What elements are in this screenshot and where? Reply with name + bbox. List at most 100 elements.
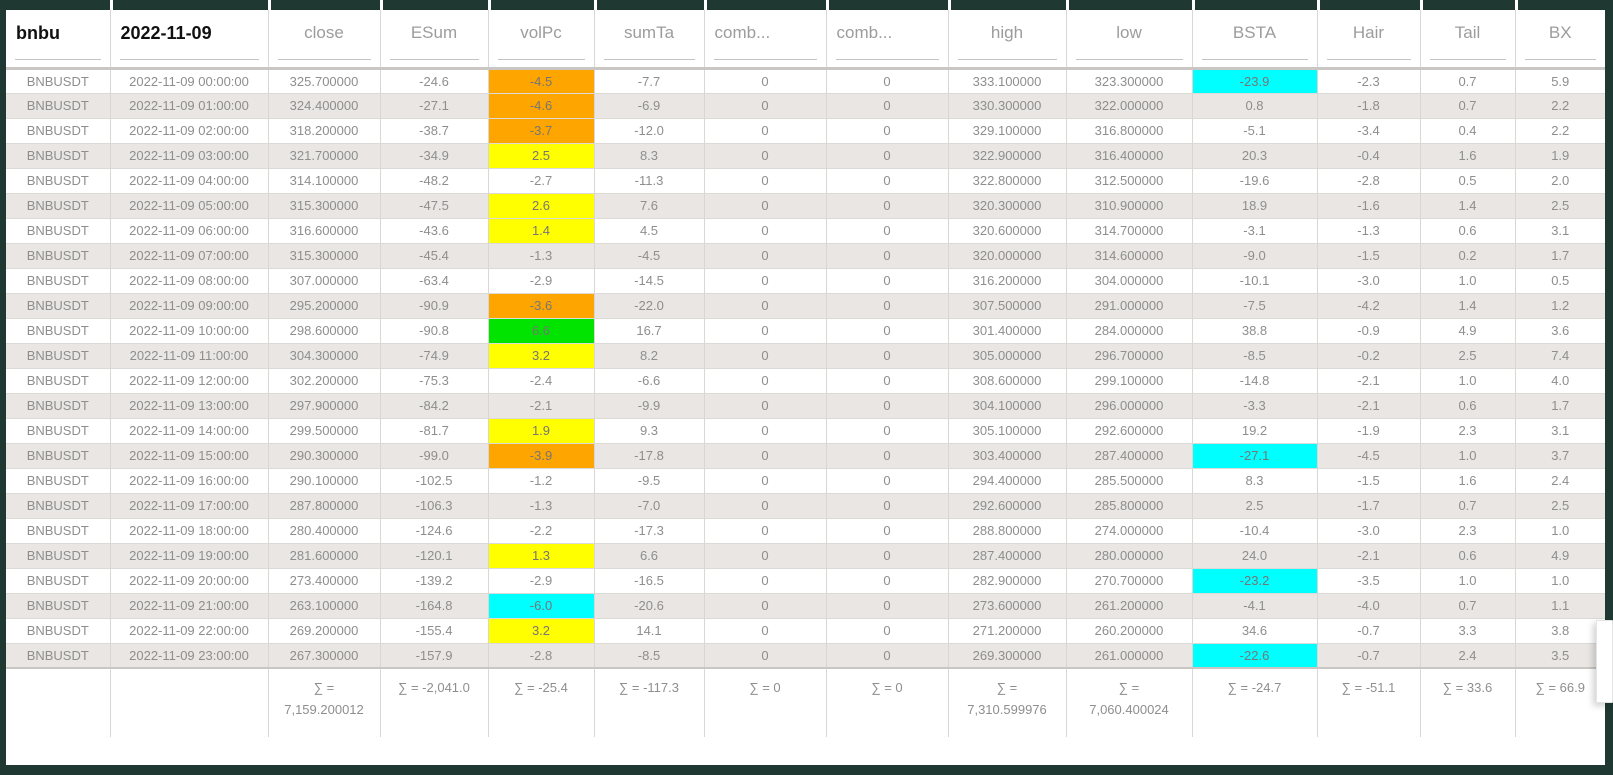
- cell: 296.700000: [1065, 342, 1192, 368]
- cell: -19.6: [1191, 167, 1317, 193]
- table-row: BNBUSDT 2022-11-09 18:00:00 280.400000 -124…: [6, 517, 1605, 543]
- table-row: BNBUSDT 2022-11-09 13:00:00 297.900000 -84.…: [6, 392, 1605, 418]
- column-header-volpc[interactable]: volPc: [487, 10, 594, 70]
- cell: 322.900000: [947, 142, 1066, 168]
- cell: 0: [703, 217, 826, 243]
- cell: 4.5: [593, 217, 704, 243]
- cell: 330.300000: [947, 92, 1066, 118]
- cell: 0: [825, 317, 948, 343]
- cell: 2.5: [487, 142, 594, 168]
- cell: 291.000000: [1065, 292, 1192, 318]
- column-header-bx[interactable]: BX: [1514, 10, 1605, 70]
- cell: 14.1: [593, 617, 704, 643]
- cell: -1.7: [1316, 492, 1420, 518]
- cell: 285.500000: [1065, 467, 1192, 493]
- table-row: BNBUSDT 2022-11-09 20:00:00 273.400000 -139…: [6, 567, 1605, 593]
- column-header-label: BSTA: [1232, 23, 1277, 43]
- cell: -2.9: [487, 567, 594, 593]
- cell: 282.900000: [947, 567, 1066, 593]
- footer-sum-cell: ∑ = -51.1: [1316, 667, 1420, 737]
- footer-sum-cell: ∑ = 0: [703, 667, 826, 737]
- cell: BNBUSDT: [6, 542, 110, 568]
- column-header-hair[interactable]: Hair: [1316, 10, 1420, 70]
- cell: 0: [703, 467, 826, 493]
- column-header-label: Hair: [1352, 23, 1385, 43]
- cell: 304.000000: [1065, 267, 1192, 293]
- cell: 323.300000: [1065, 68, 1192, 93]
- cell: 0: [703, 68, 826, 93]
- column-header-label: high: [990, 23, 1024, 43]
- cell: 271.200000: [947, 617, 1066, 643]
- cell: -45.4: [379, 242, 488, 268]
- vertical-scrollbar-thumb[interactable]: [1596, 620, 1613, 703]
- header-underline: [1326, 58, 1411, 60]
- column-header-esum[interactable]: ESum: [379, 10, 488, 70]
- cell: -43.6: [379, 217, 488, 243]
- cell: 0: [825, 292, 948, 318]
- cell: -14.5: [593, 267, 704, 293]
- footer-sum-cell: ∑ = 0: [825, 667, 948, 737]
- top-strip-segment: [948, 0, 1066, 10]
- cell: 0: [825, 467, 948, 493]
- cell: BNBUSDT: [26, 73, 89, 89]
- header-underline: [835, 58, 939, 60]
- column-header-comb[interactable]: comb...: [825, 10, 948, 70]
- cell: 1.6: [1419, 467, 1515, 493]
- cell: -9.5: [593, 467, 704, 493]
- column-header-2022-11-09[interactable]: 2022-11-09: [109, 10, 268, 70]
- cell: -164.8: [379, 592, 488, 618]
- cell: 318.200000: [267, 117, 380, 143]
- cell: -6.0: [487, 592, 594, 618]
- top-strip-segment: [826, 0, 948, 10]
- column-header-close[interactable]: close: [267, 10, 380, 70]
- cell: 324.400000: [267, 92, 380, 118]
- top-strip-segment: [110, 0, 268, 10]
- footer-sum-cell: ∑ = -25.4: [487, 667, 594, 737]
- cell: -155.4: [379, 617, 488, 643]
- footer-sum-line: 7,310.599976: [967, 702, 1047, 717]
- table-row: BNBUSDT 2022-11-09 22:00:00 269.200000 -155…: [6, 617, 1605, 643]
- top-strip-segment: [488, 0, 594, 10]
- cell: -90.8: [379, 317, 488, 343]
- cell: 0.2: [1419, 242, 1515, 268]
- cell: 2022-11-09 05:00:00: [109, 192, 268, 218]
- cell: 3.5: [1514, 642, 1605, 668]
- cell: 2022-11-09 21:00:00: [109, 592, 268, 618]
- column-header-bnbu[interactable]: bnbu: [6, 10, 110, 70]
- column-header-tail[interactable]: Tail: [1419, 10, 1515, 70]
- cell: 1.0: [1419, 267, 1515, 293]
- cell: 2022-11-09 04:00:00: [109, 167, 268, 193]
- cell: BNBUSDT: [6, 417, 110, 443]
- table-row: BNBUSDT 2022-11-09 12:00:00 302.200000 -75.…: [6, 367, 1605, 393]
- cell: -4.1: [1191, 592, 1317, 618]
- top-strip-segment: [1515, 0, 1605, 10]
- cell: 292.600000: [947, 492, 1066, 518]
- column-header-high[interactable]: high: [947, 10, 1066, 70]
- cell: 2.5: [1514, 492, 1605, 518]
- cell: 0: [703, 442, 826, 468]
- cell: -2.8: [1316, 167, 1420, 193]
- cell: -8.5: [593, 642, 704, 668]
- column-header-low[interactable]: low: [1065, 10, 1192, 70]
- column-header-bsta[interactable]: BSTA: [1191, 10, 1317, 70]
- cell: 0: [825, 117, 948, 143]
- cell: -1.5: [1316, 242, 1420, 268]
- cell: 20.3: [1191, 142, 1317, 168]
- cell: 0: [703, 417, 826, 443]
- cell: 16.7: [593, 317, 704, 343]
- cell: -3.6: [487, 292, 594, 318]
- column-header-comb[interactable]: comb...: [703, 10, 826, 70]
- table-row: BNBUSDT 2022-11-09 10:00:00 298.600000 -90.…: [6, 317, 1605, 343]
- column-header-label: comb...: [836, 23, 893, 43]
- cell: -48.2: [379, 167, 488, 193]
- cell: 6.6: [593, 542, 704, 568]
- cell: -0.7: [1316, 617, 1420, 643]
- cell: 3.3: [1419, 617, 1515, 643]
- cell: 308.600000: [947, 367, 1066, 393]
- cell: -139.2: [379, 567, 488, 593]
- cell: 295.200000: [267, 292, 380, 318]
- cell: 0: [825, 92, 948, 118]
- cell: -23.2: [1191, 567, 1317, 593]
- cell: 305.000000: [947, 342, 1066, 368]
- column-header-sumta[interactable]: sumTa: [593, 10, 704, 70]
